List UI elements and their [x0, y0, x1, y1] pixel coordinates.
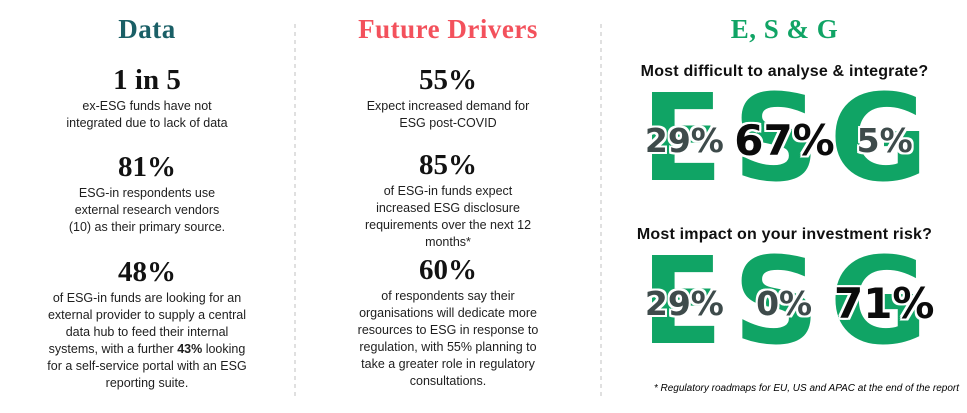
stat-value: 85%	[419, 149, 477, 181]
stat-value: 48%	[118, 256, 176, 288]
esg-percentages: 29% 0% 71%	[635, 255, 935, 351]
regulatory-footnote: * Regulatory roadmaps for EU, US and APA…	[653, 383, 959, 394]
stat-1-in-5: 1 in 5 ex-ESG funds have not integrated …	[0, 65, 294, 132]
esg-value-e: 29%	[644, 120, 724, 160]
stat-description-text: looking for a self-service portal with a…	[47, 342, 247, 390]
stat-85-percent: 85% of ESG-in funds expect increased ESG…	[296, 150, 600, 251]
esg-letters-chart: ESG 29% 67% 5%	[635, 80, 935, 200]
esg-block-impact: Most impact on your investment risk? ESG…	[602, 226, 967, 363]
esg-value-s: 0%	[756, 283, 813, 323]
esg-value-g: 5%	[856, 120, 913, 160]
esg-value-s: 67%	[734, 115, 835, 165]
column-divider	[294, 24, 296, 400]
column-divider	[600, 24, 602, 400]
stat-value: 81%	[118, 151, 176, 183]
stat-description: ex-ESG funds have not integrated due to …	[66, 99, 228, 130]
esg-question: Most difficult to analyse & integrate?	[640, 63, 929, 80]
esg-block-difficulty: Most difficult to analyse & integrate? E…	[602, 63, 967, 200]
column-data-title: Data	[118, 14, 176, 44]
stat-value: 1 in 5	[113, 64, 181, 96]
column-future-drivers-title: Future Drivers	[358, 14, 538, 44]
stat-description: ESG-in respondents use external research…	[68, 186, 226, 234]
column-future-drivers: Future Drivers 55% Expect increased dema…	[296, 0, 600, 413]
esg-value-e: 29%	[644, 283, 724, 323]
stat-description: of respondents say their organisations w…	[357, 289, 539, 388]
esg-question: Most impact on your investment risk?	[636, 226, 933, 243]
stat-description-text: of ESG-in funds are looking for an exter…	[47, 291, 247, 356]
esg-letters-chart: ESG 29% 0% 71%	[635, 243, 935, 363]
stat-55-percent: 55% Expect increased demand for ESG post…	[296, 65, 600, 132]
column-esg-title: E, S & G	[730, 14, 839, 44]
stat-value: 60%	[419, 254, 477, 286]
stat-60-percent: 60% of respondents say their organisatio…	[296, 255, 600, 390]
column-esg: E, S & G Most difficult to analyse & int…	[602, 0, 967, 413]
stat-description: of ESG-in funds expect increased ESG dis…	[364, 184, 532, 249]
esg-word: ESG	[641, 70, 938, 209]
esg-percentages: 29% 67% 5%	[635, 92, 935, 188]
stat-value: 55%	[419, 64, 477, 96]
stat-48-percent: 48% of ESG-in funds are looking for an e…	[0, 257, 294, 392]
stat-description: Expect increased demand for ESG post-COV…	[366, 99, 530, 130]
stat-81-percent: 81% ESG-in respondents use external rese…	[0, 152, 294, 236]
stat-description: of ESG-in funds are looking for an exter…	[0, 290, 294, 392]
column-data: Data 1 in 5 ex-ESG funds have not integr…	[0, 0, 294, 413]
esg-word: ESG	[641, 233, 938, 372]
stat-description-bold-value: 43%	[177, 342, 203, 356]
esg-value-g: 71%	[833, 278, 935, 328]
